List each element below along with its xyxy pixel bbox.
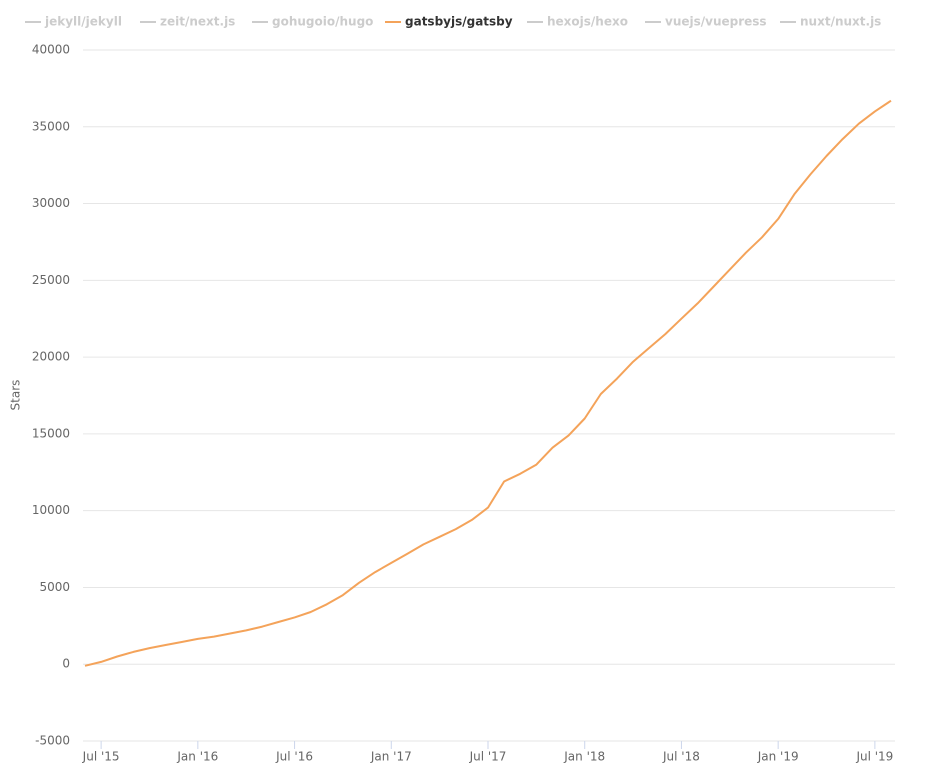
legend-label[interactable]: zeit/next.js <box>160 15 235 29</box>
legend-label[interactable]: vuejs/vuepress <box>665 15 767 29</box>
y-tick-label: 5000 <box>39 580 70 594</box>
legend-label[interactable]: hexojs/hexo <box>547 15 628 29</box>
y-axis-title: Stars <box>9 380 23 411</box>
x-tick-label: Jul '19 <box>855 750 893 764</box>
x-tick-label: Jul '16 <box>275 750 313 764</box>
y-tick-label: 40000 <box>32 43 70 57</box>
x-tick-label: Jan '19 <box>757 750 799 764</box>
y-tick-label: 10000 <box>32 503 70 517</box>
legend-label[interactable]: nuxt/nuxt.js <box>800 15 881 29</box>
x-tick-label: Jan '17 <box>370 750 412 764</box>
y-tick-label: 15000 <box>32 426 70 440</box>
y-tick-label: 0 <box>62 657 70 671</box>
legend-label[interactable]: gohugoio/hugo <box>272 15 373 29</box>
x-tick-label: Jul '15 <box>82 750 120 764</box>
y-tick-label: -5000 <box>35 734 70 748</box>
legend-label[interactable]: gatsbyjs/gatsby <box>405 15 513 29</box>
series-line <box>84 99 892 667</box>
y-tick-label: 25000 <box>32 273 70 287</box>
y-tick-label: 20000 <box>32 350 70 364</box>
x-tick-label: Jan '18 <box>563 750 605 764</box>
y-tick-label: 35000 <box>32 119 70 133</box>
legend-label[interactable]: jekyll/jekyll <box>44 15 122 29</box>
x-tick-label: Jul '18 <box>662 750 700 764</box>
y-tick-label: 30000 <box>32 196 70 210</box>
x-tick-label: Jul '17 <box>469 750 507 764</box>
x-tick-label: Jan '16 <box>176 750 218 764</box>
